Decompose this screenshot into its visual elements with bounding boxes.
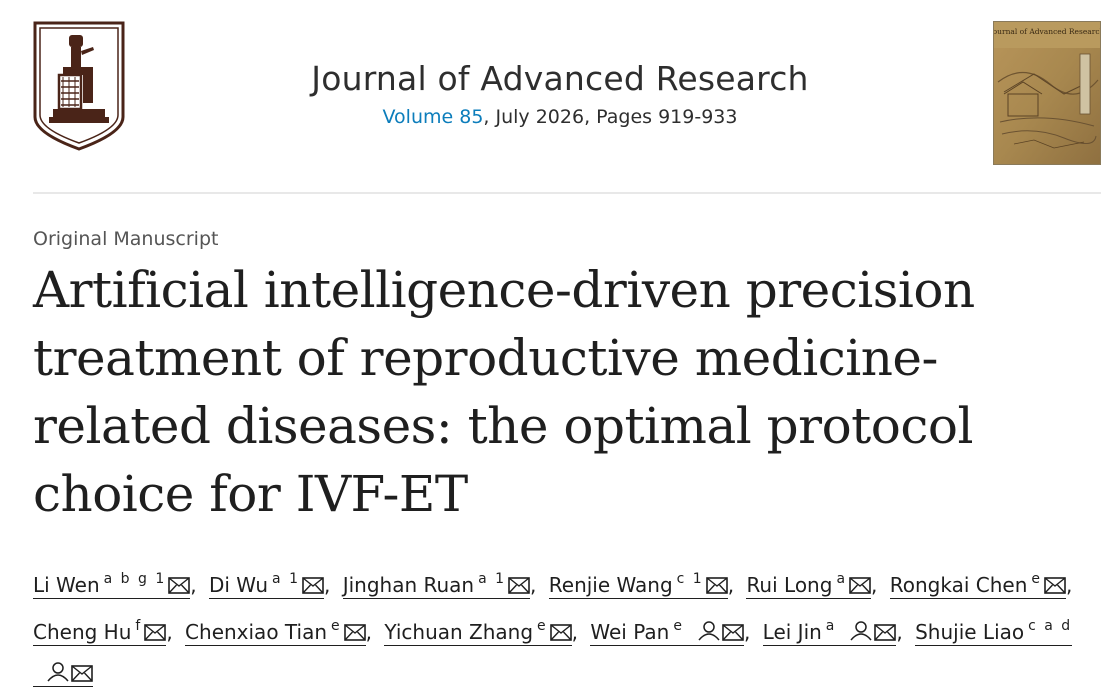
author-entry: Shujie Liao c a d	[33, 618, 1073, 687]
author-name: Wei Pan	[590, 620, 670, 644]
issue-info: , July 2026, Pages 919-933	[483, 106, 738, 128]
author-name: Shujie Liao	[915, 620, 1025, 644]
corresponding-author-icon	[698, 615, 720, 654]
email-icon	[343, 615, 366, 654]
author-link[interactable]: Cheng Hu f	[33, 618, 167, 646]
author-entry: Rongkai Chen e,	[889, 571, 1079, 599]
author-separator: ,	[1066, 573, 1073, 597]
email-icon	[71, 656, 93, 695]
author-separator: ,	[530, 573, 537, 597]
author-entry: Cheng Hu f,	[33, 618, 179, 646]
author-affiliation: f	[135, 618, 143, 634]
email-icon	[874, 615, 897, 654]
author-affiliation: a	[836, 571, 848, 587]
author-name: Cheng Hu	[33, 620, 132, 644]
author-affiliation: a 1	[272, 571, 300, 587]
author-name: Chenxiao Tian	[185, 620, 327, 644]
author-link[interactable]: Lei Jin a	[762, 618, 897, 646]
author-separator: ,	[166, 620, 173, 644]
author-affiliation: a 1	[478, 571, 507, 587]
author-entry: Lei Jin a,	[762, 618, 909, 646]
author-link[interactable]: Li Wen a b g 1	[33, 571, 191, 599]
author-separator: ,	[365, 620, 372, 644]
email-icon	[849, 568, 871, 607]
journal-cover-image[interactable]: Journal of Advanced Research	[993, 21, 1101, 165]
corresponding-author-icon	[850, 615, 872, 654]
author-separator: ,	[727, 573, 735, 597]
header-divider	[33, 192, 1101, 194]
author-separator: ,	[896, 620, 903, 644]
author-link[interactable]: Rongkai Chen e	[889, 571, 1067, 599]
journal-issue-line: Volume 85, July 2026, Pages 919-933	[300, 104, 820, 130]
author-name: Rui Long	[746, 573, 833, 597]
author-name: Jinghan Ruan	[342, 573, 475, 597]
author-affiliation: a	[825, 618, 837, 634]
email-icon	[302, 568, 324, 607]
email-icon	[144, 615, 167, 654]
author-affiliation: e	[673, 618, 684, 634]
author-link[interactable]: Chenxiao Tian e	[185, 618, 366, 646]
volume-link[interactable]: Volume 85	[382, 106, 484, 128]
author-entry: Li Wen a b g 1,	[33, 571, 203, 599]
author-link[interactable]: Jinghan Ruan a 1	[342, 571, 531, 599]
author-link[interactable]: Shujie Liao c a d	[33, 618, 1073, 687]
author-entry: Renjie Wang c 1,	[548, 571, 740, 599]
author-affiliation: e	[1031, 571, 1043, 587]
author-name: Renjie Wang	[548, 573, 673, 597]
author-affiliation: c 1	[676, 571, 704, 587]
author-entry: Yichuan Zhang e,	[384, 618, 584, 646]
journal-title[interactable]: Journal of Advanced Research	[311, 59, 809, 98]
author-affiliation: e	[331, 618, 342, 634]
author-affiliation: a b g 1	[103, 571, 167, 587]
author-link[interactable]: Renjie Wang c 1	[548, 571, 728, 599]
email-icon	[722, 615, 744, 654]
author-separator: ,	[743, 620, 751, 644]
author-separator: ,	[571, 620, 579, 644]
author-separator: ,	[871, 573, 878, 597]
author-affiliation: e	[537, 618, 548, 634]
author-entry: Chenxiao Tian e,	[185, 618, 378, 646]
author-name: Yichuan Zhang	[384, 620, 534, 644]
email-icon	[549, 615, 572, 654]
author-name: Rongkai Chen	[889, 573, 1028, 597]
email-icon	[705, 568, 728, 607]
author-link[interactable]: Yichuan Zhang e	[384, 618, 572, 646]
author-separator: ,	[323, 573, 331, 597]
author-name: Di Wu	[208, 573, 269, 597]
corresponding-author-icon	[47, 656, 69, 695]
author-entry: Wei Pan e,	[590, 618, 756, 646]
author-affiliation: c a d	[1028, 618, 1073, 634]
author-link[interactable]: Wei Pan e	[590, 618, 744, 646]
journal-header: Journal of Advanced Research Volume 85, …	[0, 0, 1120, 194]
author-entry: Di Wu a 1,	[208, 571, 336, 599]
email-icon	[168, 568, 191, 607]
author-entry: Rui Long a,	[746, 571, 883, 599]
author-separator: ,	[190, 573, 197, 597]
publisher-logo[interactable]	[33, 21, 125, 151]
author-name: Li Wen	[33, 573, 100, 597]
author-list: Li Wen a b g 1, Di Wu a 1, Jinghan Ruan a 1…	[33, 560, 1093, 695]
article-type: Original Manuscript	[33, 228, 219, 250]
author-link[interactable]: Rui Long a	[746, 571, 872, 599]
author-entry: Jinghan Ruan a 1,	[342, 571, 543, 599]
email-icon	[508, 568, 530, 607]
article-title: Artificial intelligence-driven precision…	[33, 261, 975, 523]
journal-info: Journal of Advanced Research Volume 85, …	[300, 58, 820, 130]
author-name: Lei Jin	[762, 620, 822, 644]
cover-title: Journal of Advanced Research	[993, 27, 1101, 36]
email-icon	[1044, 568, 1066, 607]
author-link[interactable]: Di Wu a 1	[208, 571, 324, 599]
